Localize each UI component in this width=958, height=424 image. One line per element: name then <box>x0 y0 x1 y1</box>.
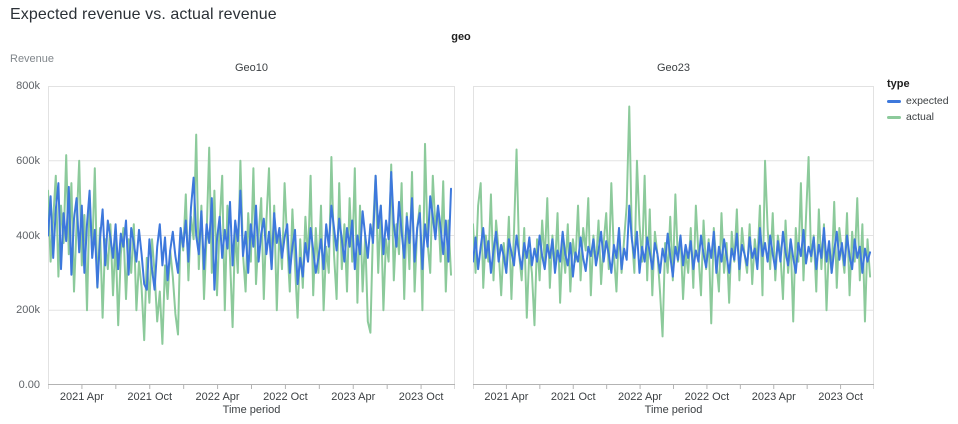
x-tick-label: 2021 Apr <box>59 391 104 403</box>
y-tick-label: 400k <box>16 229 40 242</box>
x-tick-label: 2023 Apr <box>331 391 376 403</box>
legend-label: actual <box>906 111 935 123</box>
x-axis-tick-labels-geo23: 2021 Apr 2021 Oct 2022 Apr 2022 Oct 2023 Apr… <box>473 391 874 405</box>
x-tick-label: 2023 Oct <box>398 391 444 403</box>
x-tick-label: 2022 Apr <box>195 391 240 403</box>
x-tick-label: 2022 Oct <box>684 391 730 403</box>
x-tick-label: 2021 Oct <box>127 391 173 403</box>
line-chart-svg-geo23 <box>473 86 874 389</box>
line-chart-svg-geo10 <box>48 86 455 389</box>
legend-title: type <box>887 78 910 90</box>
x-axis-tick-labels-geo10: 2021 Apr 2021 Oct 2022 Apr 2022 Oct 2023 Apr… <box>48 391 455 405</box>
legend-items: expected actual <box>887 95 957 123</box>
x-axis-title-geo23: Time period <box>644 404 703 416</box>
facet-header-title: geo <box>451 31 471 43</box>
x-axis-title-geo10: Time period <box>222 404 281 416</box>
x-tick-label: 2021 Apr <box>484 391 529 403</box>
y-axis-tick-labels: 0.00 200k 400k 600k 800k <box>0 80 42 391</box>
x-tick-label: 2022 Apr <box>618 391 663 403</box>
actual-line-swatch-icon <box>887 115 901 119</box>
chart-panel-geo23 <box>473 86 874 390</box>
legend: type expected actual <box>887 78 957 127</box>
facet-label-geo23: Geo23 <box>656 62 691 74</box>
chart-panel-geo10 <box>48 86 455 390</box>
y-tick-label: 600k <box>16 154 40 167</box>
page-title: Expected revenue vs. actual revenue <box>10 6 277 23</box>
x-tick-label: 2023 Apr <box>751 391 796 403</box>
x-tick-label: 2022 Oct <box>263 391 308 403</box>
x-tick-label: 2023 Oct <box>818 391 863 403</box>
legend-item-actual: actual <box>887 111 957 123</box>
legend-label: expected <box>906 95 949 107</box>
y-tick-label: 0.00 <box>18 379 40 391</box>
legend-item-expected: expected <box>887 95 957 107</box>
expected-line-swatch-icon <box>887 99 901 103</box>
facet-label-geo10: Geo10 <box>234 62 269 74</box>
y-tick-label: 800k <box>16 80 40 92</box>
y-axis-title: Revenue <box>10 53 55 65</box>
y-tick-label: 200k <box>16 304 40 317</box>
x-tick-label: 2021 Oct <box>550 391 596 403</box>
